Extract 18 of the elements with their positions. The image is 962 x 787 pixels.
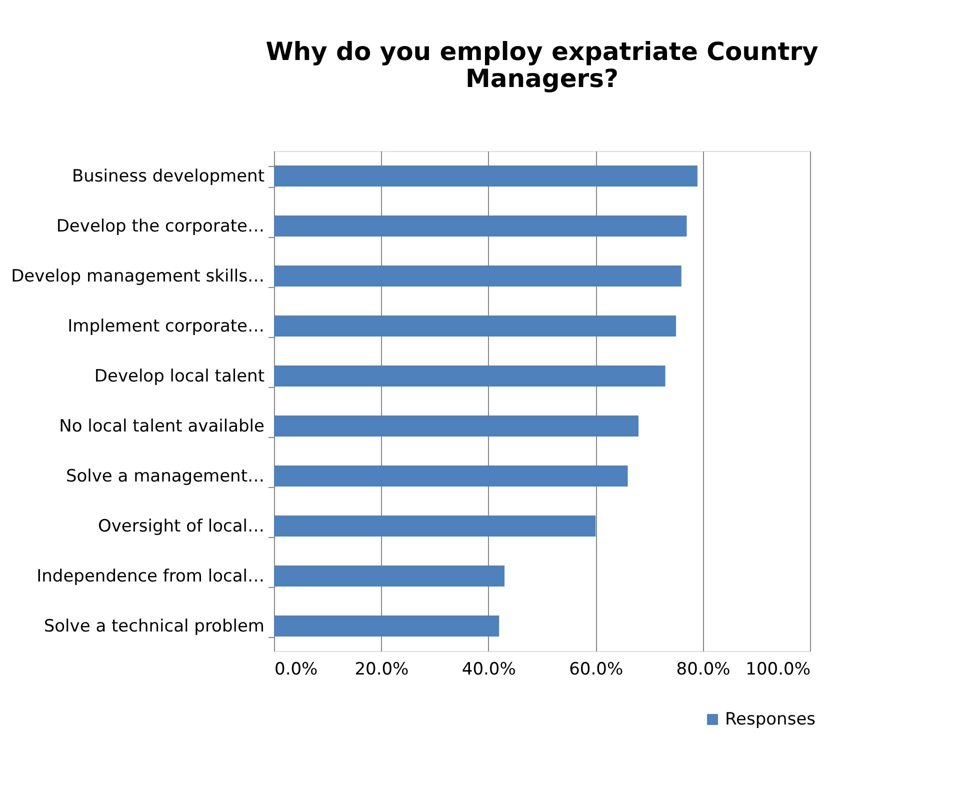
y-tick-label: Independence from local…: [36, 566, 264, 586]
y-tick-label: Solve a technical problem: [44, 616, 264, 636]
legend-label: Responses: [725, 710, 816, 730]
x-tick-label: 80.0%: [676, 660, 730, 680]
y-tick-label: Develop management skills…: [11, 266, 264, 286]
x-tick-label: 40.0%: [462, 660, 516, 680]
y-tick-label: Implement corporate…: [68, 316, 264, 336]
y-tick-label: Develop the corporate…: [56, 216, 264, 236]
y-tick-label: Solve a management…: [66, 466, 264, 486]
y-tick-label: No local talent available: [59, 416, 264, 436]
x-tick-label: 0.0%: [274, 660, 318, 680]
y-tick-label: Develop local talent: [94, 366, 265, 386]
chart-title: Why do you employ expatriate Country Managers?: [266, 37, 818, 93]
x-tick-label: 20.0%: [354, 660, 409, 680]
y-tick-label: Business development: [72, 166, 265, 186]
x-tick-label: 100.0%: [746, 660, 810, 680]
x-tick-label: 60.0%: [569, 660, 624, 680]
y-tick-label: Oversight of local…: [98, 516, 264, 536]
